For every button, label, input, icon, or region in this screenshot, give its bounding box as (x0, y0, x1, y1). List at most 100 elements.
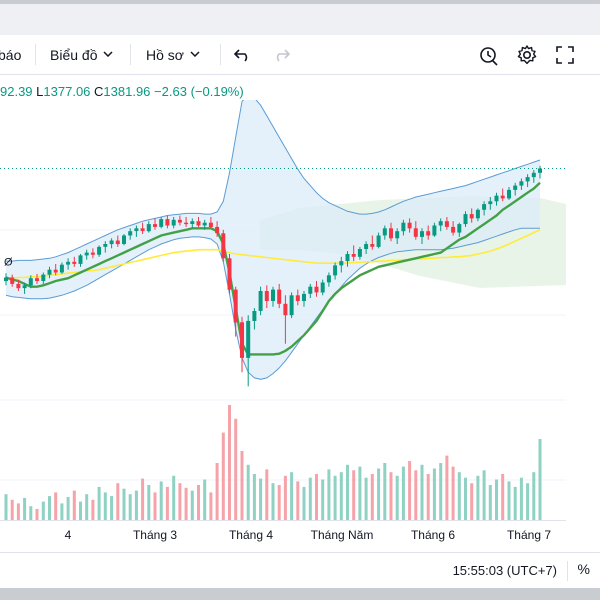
candle-body (333, 265, 338, 276)
candle-body (351, 254, 356, 257)
volume-bar (308, 477, 312, 520)
volume-bar (538, 439, 542, 520)
candle-body (326, 275, 331, 283)
candle-body (97, 246, 102, 255)
fullscreen-icon[interactable] (552, 42, 578, 68)
volume-bar (395, 475, 399, 520)
volume-bar (290, 472, 294, 520)
volume-bar (507, 481, 511, 520)
volume-bar (414, 470, 418, 520)
candle-body (451, 226, 456, 233)
volume-bar (252, 474, 256, 520)
profile-menu-button[interactable]: Hồ sơ (146, 35, 200, 74)
volume-bar (234, 418, 238, 520)
timezone-clock[interactable]: 15:55:03 (UTC+7) (452, 563, 557, 578)
volume-bar (85, 494, 89, 520)
bollinger-lower-line (5, 227, 540, 380)
price-chart[interactable]: Ø (0, 100, 566, 520)
undo-icon[interactable] (230, 42, 256, 68)
chart-footer: 15:55:03 (UTC+7) % (0, 552, 600, 589)
candle-body (308, 286, 313, 294)
candle-body (159, 219, 164, 227)
candle-body (72, 261, 77, 264)
candle-body (84, 252, 89, 256)
candle-body (426, 231, 431, 236)
candle-body (469, 214, 474, 219)
candle-body (208, 222, 213, 227)
volume-bar (240, 451, 244, 520)
x-tick-label: Tháng 6 (410, 528, 456, 542)
volume-bar (333, 475, 337, 520)
candle-body (128, 231, 133, 236)
volume-bar (470, 483, 474, 520)
volume-bar (259, 478, 263, 520)
candle-body (376, 235, 381, 247)
volume-bar (283, 475, 287, 520)
candle-body (221, 233, 226, 259)
volume-bar (321, 479, 325, 520)
candle-body (78, 255, 83, 264)
x-tick-label: Tháng 4 (228, 528, 274, 542)
candle-body (389, 228, 393, 239)
volume-bar (128, 494, 132, 520)
percent-scale-toggle[interactable]: % (577, 561, 590, 577)
x-tick-label: Tháng 3 (132, 528, 178, 542)
alert-menu-label: báo (0, 46, 22, 63)
candle-body (109, 240, 114, 245)
candle-body (184, 222, 189, 225)
candle-body (22, 285, 27, 289)
volume-bar (172, 475, 176, 520)
volume-bar (445, 455, 449, 520)
candle-body (10, 277, 15, 284)
candle-body (233, 289, 238, 323)
gear-icon[interactable] (514, 42, 540, 68)
volume-bar (60, 503, 64, 520)
volume-bar (165, 486, 169, 520)
x-tick-label: 4 (64, 528, 72, 542)
candle-body (494, 195, 499, 202)
volume-bar (228, 405, 231, 520)
chevron-down-icon (103, 49, 114, 60)
volume-bar (457, 472, 461, 520)
volume-bar (190, 490, 194, 520)
volume-bar (265, 469, 269, 520)
volume-bar (159, 481, 163, 520)
redo-icon[interactable] (268, 42, 294, 68)
low-label: L (36, 84, 44, 99)
volume-bar (364, 477, 368, 520)
x-tick-label: Tháng Năm (310, 528, 374, 542)
volume-bar (476, 475, 480, 520)
candle-body (134, 228, 139, 232)
volume-bar (383, 463, 387, 520)
time-axis[interactable]: 4 Tháng 3 Tháng 4 Tháng Năm Tháng 6 Thán… (0, 520, 566, 551)
low-value: 1377.06 (43, 84, 91, 99)
chart-menu-button[interactable]: Biểu đồ (50, 35, 114, 74)
candle-body (53, 269, 58, 273)
volume-bar (221, 432, 225, 520)
candle-body (271, 289, 275, 301)
close-label: C (94, 84, 104, 99)
candle-body (482, 204, 487, 210)
candle-body (240, 322, 244, 358)
volume-bar (209, 492, 213, 520)
volume-bar (4, 494, 8, 520)
candle-body (47, 269, 52, 275)
volume-bar (91, 499, 95, 520)
candle-body (475, 209, 480, 219)
volume-bar (23, 497, 27, 520)
footer-divider (567, 561, 568, 581)
candle-body (339, 261, 344, 266)
alert-clock-icon[interactable] (476, 42, 502, 68)
volume-bar (29, 506, 33, 520)
alert-menu-partial[interactable]: báo (0, 35, 21, 74)
candle-body (16, 283, 21, 289)
volume-bar (122, 488, 126, 520)
volume-bar (153, 492, 157, 520)
volume-bar (401, 466, 405, 520)
volume-bar (197, 485, 200, 520)
candle-body (264, 291, 269, 301)
candle-body (202, 222, 207, 226)
volume-bar (116, 483, 120, 520)
volume-bar (10, 499, 14, 520)
candle-body (28, 278, 33, 286)
